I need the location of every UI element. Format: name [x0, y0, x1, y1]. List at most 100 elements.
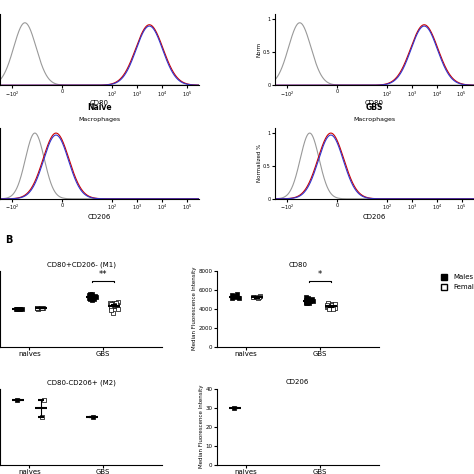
Point [233, 291, 241, 298]
Point [325, 302, 332, 310]
Point [33, 304, 41, 312]
Point [323, 303, 331, 311]
Text: B: B [5, 235, 12, 245]
Point [87, 292, 94, 299]
Point [40, 396, 48, 404]
Point [91, 295, 98, 303]
Point [88, 292, 95, 300]
Point [110, 300, 118, 307]
Point [308, 295, 315, 303]
Point [254, 294, 262, 302]
Point [37, 304, 45, 311]
Point [38, 413, 46, 421]
Point [114, 305, 122, 312]
Point [18, 305, 26, 312]
Y-axis label: Median Fluorescence Intensity: Median Fluorescence Intensity [199, 385, 204, 468]
Point [326, 302, 334, 310]
Title: CD80-CD206+ (M2): CD80-CD206+ (M2) [46, 379, 116, 386]
Point [230, 404, 238, 411]
Point [16, 305, 23, 312]
Point [303, 296, 311, 304]
Point [109, 309, 117, 316]
Title: CD206: CD206 [286, 379, 310, 385]
Point [88, 291, 95, 298]
Point [86, 294, 93, 302]
Point [309, 297, 317, 305]
Point [303, 298, 311, 305]
Text: Macrophages: Macrophages [79, 117, 121, 122]
Title: CD80: CD80 [288, 262, 307, 267]
Y-axis label: Normalized %: Normalized % [256, 144, 262, 182]
Point [230, 292, 238, 300]
Point [89, 293, 97, 301]
Point [250, 294, 257, 301]
Point [33, 304, 40, 311]
Point [92, 293, 100, 301]
Point [86, 291, 93, 299]
Legend: Males, Females: Males, Females [437, 274, 474, 291]
Point [302, 293, 310, 301]
Point [87, 290, 94, 297]
Point [306, 297, 313, 304]
Point [331, 301, 338, 308]
Point [302, 298, 310, 306]
Point [38, 304, 46, 312]
Point [40, 304, 47, 312]
Point [114, 298, 122, 306]
Point [235, 294, 243, 302]
Point [255, 293, 263, 301]
Text: *: * [318, 270, 322, 279]
Point [325, 299, 332, 307]
Point [107, 299, 114, 306]
Point [34, 305, 42, 312]
Point [327, 300, 334, 308]
Text: GBS: GBS [366, 103, 383, 112]
Point [89, 413, 97, 421]
Text: Naive: Naive [87, 103, 112, 112]
Point [304, 294, 312, 302]
Point [228, 294, 236, 301]
Point [85, 295, 93, 302]
Point [12, 305, 19, 313]
X-axis label: CD206: CD206 [88, 214, 111, 219]
Point [86, 295, 93, 302]
Point [113, 301, 120, 308]
X-axis label: CD206: CD206 [363, 214, 386, 219]
Point [87, 293, 94, 301]
Point [91, 292, 99, 300]
Text: Macrophages: Macrophages [353, 117, 395, 122]
X-axis label: CD80: CD80 [365, 100, 384, 106]
Point [14, 396, 21, 404]
Point [111, 302, 119, 310]
Point [326, 305, 333, 312]
Point [112, 299, 119, 307]
Point [329, 305, 337, 313]
Point [232, 293, 240, 301]
Point [328, 301, 336, 309]
Point [303, 300, 311, 307]
Point [250, 293, 257, 301]
Point [328, 304, 336, 312]
Point [111, 302, 118, 310]
Text: **: ** [99, 270, 108, 279]
Point [107, 303, 114, 311]
Point [331, 304, 338, 312]
Point [87, 294, 95, 301]
Point [329, 304, 337, 311]
Point [17, 305, 24, 313]
Y-axis label: Median Fluorescence Intensity: Median Fluorescence Intensity [192, 267, 197, 350]
Point [107, 300, 115, 308]
Point [107, 306, 115, 314]
Point [324, 301, 331, 309]
Point [305, 299, 313, 306]
Y-axis label: Norm: Norm [256, 42, 262, 57]
Point [110, 301, 118, 309]
Point [256, 292, 264, 300]
Point [108, 301, 116, 309]
Point [303, 299, 310, 307]
Point [108, 301, 115, 308]
Point [14, 306, 21, 313]
Point [327, 303, 335, 310]
Title: CD80+CD206- (M1): CD80+CD206- (M1) [46, 262, 116, 268]
X-axis label: CD80: CD80 [90, 100, 109, 106]
